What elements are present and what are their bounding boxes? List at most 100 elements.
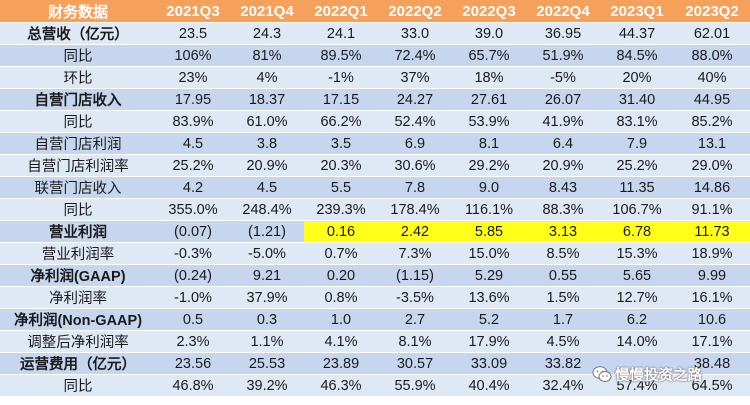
table-cell: 5.85 <box>452 220 526 243</box>
row-label: 营业利润 <box>0 220 156 243</box>
table-cell: 14.86 <box>674 176 750 199</box>
table-cell: 25.2% <box>600 154 674 177</box>
table-cell: 57.4% <box>600 374 674 396</box>
table-cell: 26.07 <box>526 88 600 111</box>
table-cell: 24.1 <box>304 22 378 45</box>
table-cell: -1.0% <box>156 286 230 309</box>
table-cell: 6.9 <box>378 132 452 155</box>
table-row: 自营门店收入 17.95 18.37 17.15 24.27 27.61 26.07 31.4… <box>0 88 750 111</box>
table-cell: 25.2% <box>156 154 230 177</box>
table-cell: 106.7% <box>600 198 674 221</box>
table-cell: 4.2 <box>156 176 230 199</box>
table-cell: 4.5 <box>230 176 304 199</box>
table-cell: 62.01 <box>674 22 750 45</box>
table-row: 自营门店利润 4.5 3.8 3.5 6.9 8.1 6.4 7.9 13.1 <box>0 132 750 155</box>
table-row: 同比 355.0% 248.4% 239.3% 178.4% 116.1% 88.3% 106… <box>0 198 750 221</box>
table-row: 净利润率 -1.0% 37.9% 0.8% -3.5% 13.6% 1.5% 12.7% 16.… <box>0 286 750 309</box>
header-quarter: 2023Q2 <box>674 0 750 23</box>
row-label: 运营费用（亿元） <box>0 352 156 375</box>
table-cell: 20.9% <box>526 154 600 177</box>
table-cell: -5% <box>526 66 600 89</box>
table-cell: 53.9% <box>452 110 526 133</box>
table-cell: 31.40 <box>600 88 674 111</box>
table-cell: 1.5% <box>526 286 600 309</box>
table-cell: 27.61 <box>452 88 526 111</box>
table-cell: 8.1 <box>452 132 526 155</box>
table-cell: 4.5 <box>156 132 230 155</box>
table-cell: 30.57 <box>378 352 452 375</box>
table-cell: 39.2% <box>230 374 304 396</box>
table-cell: 178.4% <box>378 198 452 221</box>
row-label: 自营门店利润率 <box>0 154 156 177</box>
table-cell: -1% <box>304 66 378 89</box>
table-cell: (1.15) <box>378 264 452 287</box>
table-cell: 6.78 <box>600 220 674 243</box>
row-label: 同比 <box>0 198 156 221</box>
table-cell: 13.6% <box>452 286 526 309</box>
table-cell: 65.7% <box>452 44 526 67</box>
table-row: 净利润(Non-GAAP) 0.5 0.3 1.0 2.7 5.2 1.7 6.2 10.6 <box>0 308 750 331</box>
table-cell: 41.9% <box>526 110 600 133</box>
table-cell <box>600 352 674 375</box>
table-cell: -0.3% <box>156 242 230 265</box>
table-cell: 37% <box>378 66 452 89</box>
table-cell: 1.1% <box>230 330 304 353</box>
table-cell: 61.0% <box>230 110 304 133</box>
table-cell: 44.37 <box>600 22 674 45</box>
table-cell: (1.21) <box>230 220 304 243</box>
table-cell: 3.5 <box>304 132 378 155</box>
table-cell: 4.5% <box>526 330 600 353</box>
table-cell: 25.53 <box>230 352 304 375</box>
table-cell: 7.3% <box>378 242 452 265</box>
row-label: 自营门店收入 <box>0 88 156 111</box>
table-cell: 6.2 <box>600 308 674 331</box>
header-quarter: 2023Q1 <box>600 0 674 23</box>
table-cell: 24.3 <box>230 22 304 45</box>
table-cell: 11.73 <box>674 220 750 243</box>
table-cell: 29.2% <box>452 154 526 177</box>
table-cell: 18.37 <box>230 88 304 111</box>
header-row: 财务数据 2021Q3 2021Q4 2022Q1 2022Q2 2022Q3 … <box>0 0 750 23</box>
table-cell: 5.29 <box>452 264 526 287</box>
table-cell: 0.3 <box>230 308 304 331</box>
table-cell: 83.1% <box>600 110 674 133</box>
table-cell: 1.7 <box>526 308 600 331</box>
table-cell: 9.0 <box>452 176 526 199</box>
table-cell: 2.42 <box>378 220 452 243</box>
table-cell: 2.3% <box>156 330 230 353</box>
table-cell: (0.07) <box>156 220 230 243</box>
table-cell: 0.7% <box>304 242 378 265</box>
financial-data-table: 财务数据 2021Q3 2021Q4 2022Q1 2022Q2 2022Q3 … <box>0 0 750 396</box>
table-cell: 24.27 <box>378 88 452 111</box>
row-label: 总营收（亿元） <box>0 22 156 45</box>
table-cell: 9.21 <box>230 264 304 287</box>
table-cell: 8.5% <box>526 242 600 265</box>
table-cell: 51.9% <box>526 44 600 67</box>
table-cell: 0.55 <box>526 264 600 287</box>
table-row: 总营收（亿元） 23.5 24.3 24.1 33.0 39.0 36.95 44.37 62.… <box>0 22 750 45</box>
table-cell: 83.9% <box>156 110 230 133</box>
table-cell: 81% <box>230 44 304 67</box>
table-cell: 88.3% <box>526 198 600 221</box>
header-quarter: 2022Q1 <box>304 0 378 23</box>
table-cell: 46.3% <box>304 374 378 396</box>
watermark: 慢慢投资之路 <box>592 362 750 386</box>
table-cell: 40.4% <box>452 374 526 396</box>
table-row: 营业利润 (0.07) (1.21) 0.16 2.42 5.85 3.13 6.78 11.7… <box>0 220 750 243</box>
table-cell: 106% <box>156 44 230 67</box>
table-cell: 4.1% <box>304 330 378 353</box>
table-cell: 40% <box>674 66 750 89</box>
table-cell: 18% <box>452 66 526 89</box>
table-cell: (0.24) <box>156 264 230 287</box>
table-cell: 72.4% <box>378 44 452 67</box>
table-cell: 17.1% <box>674 330 750 353</box>
table-cell: 0.5 <box>156 308 230 331</box>
table-cell: 0.8% <box>304 286 378 309</box>
table-cell: 10.6 <box>674 308 750 331</box>
table-row: 净利润(GAAP) (0.24) 9.21 0.20 (1.15) 5.29 0.55 5.6… <box>0 264 750 287</box>
row-label: 联营门店收入 <box>0 176 156 199</box>
header-quarter: 2022Q4 <box>526 0 600 23</box>
table-cell: 88.0% <box>674 44 750 67</box>
table-cell: 44.95 <box>674 88 750 111</box>
wechat-icon <box>592 366 612 382</box>
